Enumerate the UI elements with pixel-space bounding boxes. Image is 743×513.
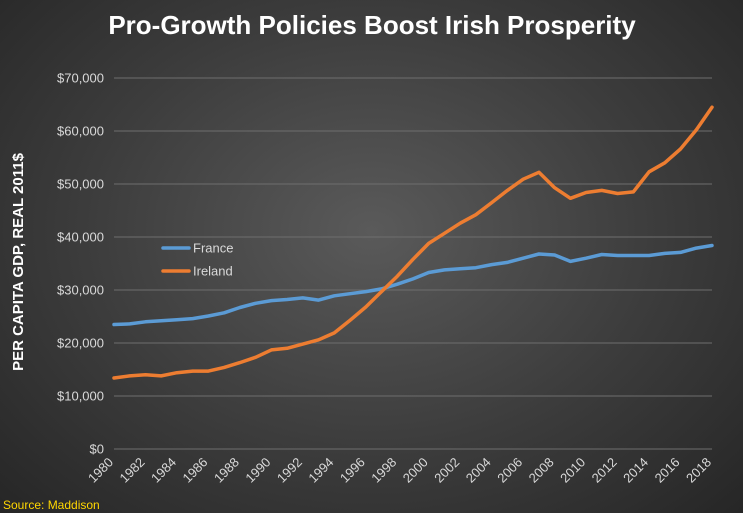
legend: France Ireland <box>161 241 233 279</box>
x-tick-label: 2006 <box>494 455 525 486</box>
x-tick-label: 1992 <box>274 455 305 486</box>
x-tick-label: 2000 <box>400 455 431 486</box>
x-tick-label: 1982 <box>117 455 148 486</box>
x-tick-label: 1998 <box>368 455 399 486</box>
x-tick-label: 1996 <box>337 455 368 486</box>
series-lines <box>112 105 714 380</box>
x-tick-labels: 1980 1982 1984 1986 1988 1990 1992 1994 1996 1998… <box>85 455 714 486</box>
x-tick-label: 2010 <box>557 455 588 486</box>
x-tick-label: 1994 <box>305 455 336 486</box>
x-tick-label: 2018 <box>683 455 714 486</box>
y-tick-label: $20,000 <box>57 336 104 351</box>
x-tick-label: 1984 <box>148 455 179 486</box>
y-tick-label: $40,000 <box>57 230 104 245</box>
series-line-ireland <box>112 105 714 380</box>
series-line-france <box>112 243 714 327</box>
y-tick-label: $10,000 <box>57 389 104 404</box>
legend-label-ireland: Ireland <box>193 264 233 279</box>
x-tick-label: 2008 <box>526 455 557 486</box>
x-tick-label: 1986 <box>179 455 210 486</box>
x-tick-label: 1988 <box>211 455 242 486</box>
x-tick-label: 2002 <box>431 455 462 486</box>
x-tick-label: 1980 <box>85 455 116 486</box>
y-tick-label: $70,000 <box>57 71 104 86</box>
chart-title: Pro-Growth Policies Boost Irish Prosperi… <box>108 10 636 40</box>
y-tick-labels: $0 $10,000 $20,000 $30,000 $40,000 $50,000 $60… <box>57 71 104 457</box>
gridlines <box>114 77 712 450</box>
legend-label-france: France <box>193 241 233 256</box>
y-axis-label: PER CAPITA GDP, REAL 2011$ <box>10 152 27 371</box>
source-note: Source: Maddison <box>3 498 100 512</box>
y-tick-label: $0 <box>90 442 104 457</box>
y-tick-label: $30,000 <box>57 283 104 298</box>
x-tick-label: 2012 <box>589 455 620 486</box>
x-tick-label: 2004 <box>463 455 494 486</box>
x-tick-label: 2016 <box>652 455 683 486</box>
x-tick-label: 2014 <box>620 455 651 486</box>
y-tick-label: $50,000 <box>57 177 104 192</box>
x-tick-label: 1990 <box>242 455 273 486</box>
y-tick-label: $60,000 <box>57 124 104 139</box>
